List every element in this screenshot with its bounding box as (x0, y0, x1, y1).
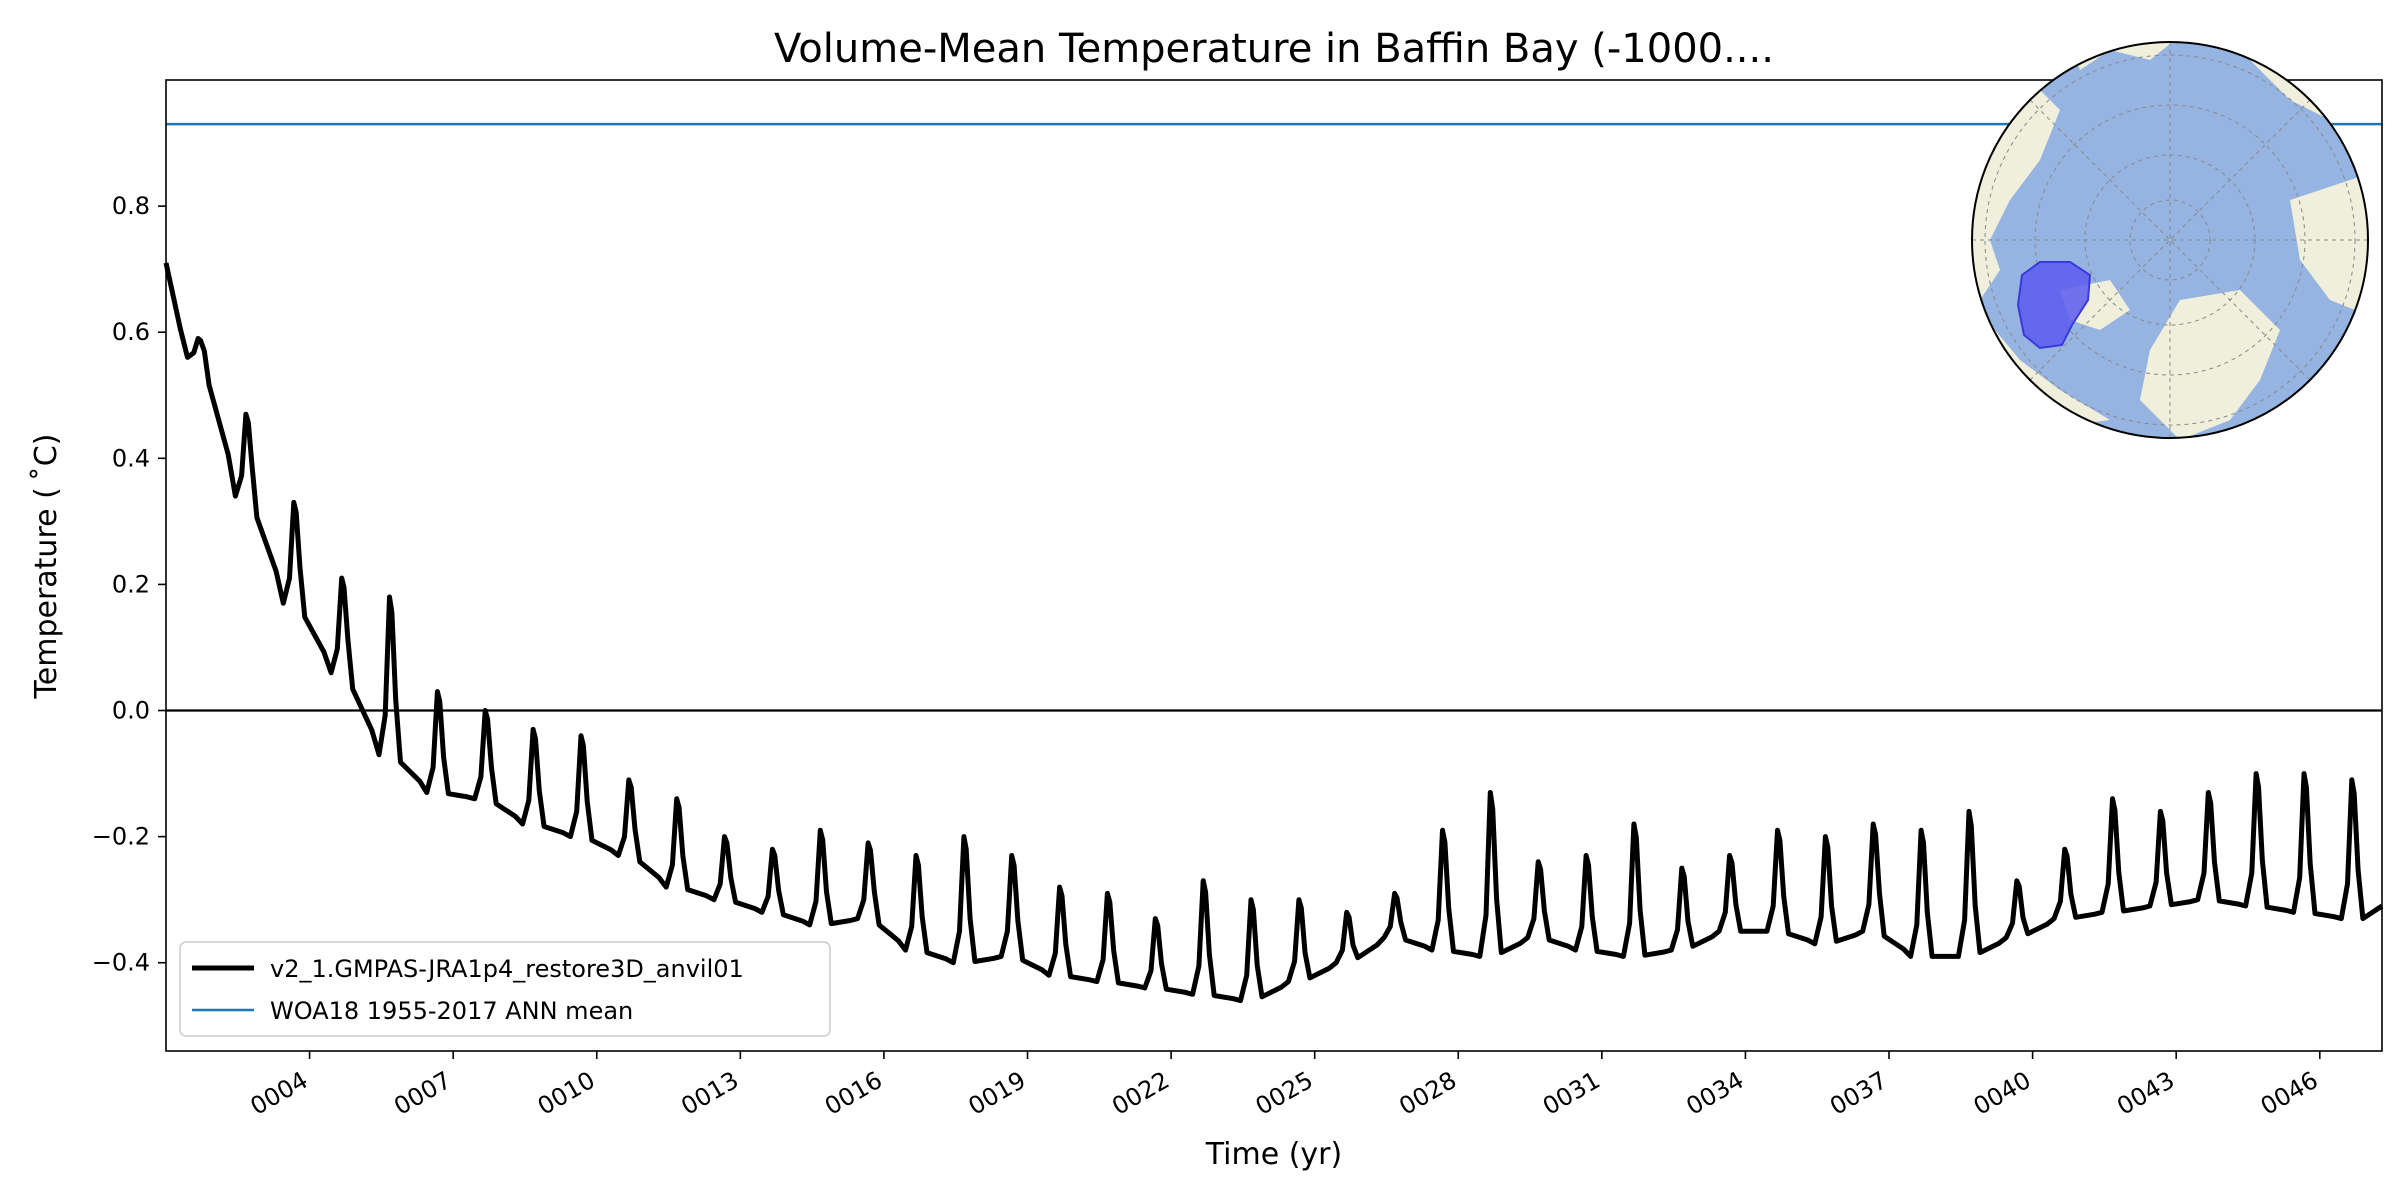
y-tick-label: 0.2 (112, 570, 150, 598)
x-tick-label: 0028 (1394, 1066, 1461, 1121)
baffin-bay-region (2016, 261, 2092, 350)
chart-title: Volume-Mean Temperature in Baffin Bay (-… (774, 26, 1774, 72)
x-tick-label: 0043 (2112, 1066, 2179, 1121)
y-tick-label: 0.6 (112, 318, 150, 346)
x-tick-label: 0046 (2256, 1066, 2323, 1121)
x-tick-label: 0040 (1969, 1066, 2036, 1121)
x-tick-label: 0034 (1682, 1066, 1749, 1121)
plot-frame (165, 79, 2383, 1052)
y-tick-label: 0.4 (112, 444, 150, 472)
legend-label-model: v2_1.GMPAS-JRA1p4_restore3D_anvil01 (270, 955, 744, 983)
y-tick-label: 0.8 (112, 192, 150, 220)
x-tick-label: 0007 (389, 1066, 456, 1121)
x-tick-label: 0037 (1825, 1066, 1892, 1121)
x-tick-label: 0004 (246, 1066, 313, 1121)
x-tick-label: 0025 (1251, 1066, 1318, 1121)
x-tick-label: 0010 (533, 1066, 600, 1121)
x-tick-label: 0022 (1107, 1066, 1174, 1121)
x-tick-label: 0013 (676, 1066, 743, 1121)
y-tick-label: 0.0 (112, 697, 150, 725)
map-border (1971, 41, 2369, 439)
y-tick-label: −0.2 (92, 823, 150, 851)
legend-label-obs: WOA18 1955-2017 ANN mean (270, 997, 633, 1025)
x-axis-title: Time (yr) (1205, 1137, 1342, 1172)
series-line-model (163, 262, 2384, 1004)
legend: v2_1.GMPAS-JRA1p4_restore3D_anvil01 WOA1… (179, 941, 831, 1037)
x-tick-label: 0016 (820, 1066, 887, 1121)
map-graticule (1972, 42, 2368, 438)
x-tick-label: 0031 (1538, 1066, 1605, 1121)
y-tick-label: −0.4 (92, 949, 150, 977)
legend-box (179, 941, 831, 1037)
y-axis-title: Temperature ( ˚C) (29, 434, 64, 700)
x-tick-label: 0019 (964, 1066, 1031, 1121)
